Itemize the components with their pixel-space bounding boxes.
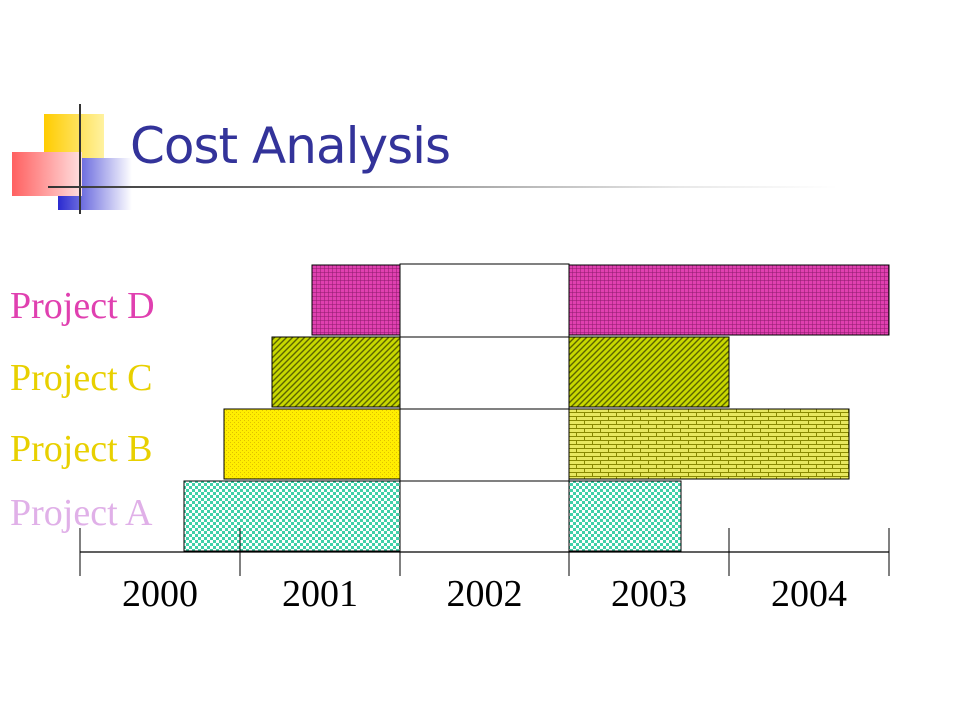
bars [183, 264, 890, 552]
project-label-project-d: Project D [10, 285, 155, 327]
bar-project-c-0 [271, 336, 401, 408]
title-divider [48, 186, 838, 188]
project-label-project-c: Project C [10, 357, 152, 399]
project-label-project-a: Project A [10, 492, 153, 534]
logo-vertical-line [79, 104, 81, 214]
bar-project-d-1 [568, 264, 890, 336]
gap-frame [399, 263, 570, 553]
x-tick-label-2002: 2002 [447, 573, 523, 615]
project-labels: Project D Project C Project B Project A [10, 285, 155, 534]
bar-project-b-2003-2004-0 [568, 408, 850, 480]
gap-frame-rect [399, 263, 570, 553]
bar-project-a-1 [568, 480, 682, 552]
project-label-project-b: Project B [10, 428, 152, 470]
bar-project-d-0 [311, 264, 401, 336]
x-tick-label-2000: 2000 [122, 573, 198, 615]
logo-square-red [12, 152, 82, 196]
decorative-logo [12, 104, 132, 214]
x-axis: 2000 2001 2002 2003 2004 [79, 528, 890, 615]
slide-title: Cost Analysis [130, 117, 451, 175]
bar-project-c-1 [568, 336, 730, 408]
bar-project-a-0 [183, 480, 401, 552]
x-tick-label-2004: 2004 [771, 573, 847, 615]
x-tick-label-2001: 2001 [282, 573, 358, 615]
bar-project-b-0 [223, 408, 401, 480]
x-tick-label-2003: 2003 [611, 573, 687, 615]
